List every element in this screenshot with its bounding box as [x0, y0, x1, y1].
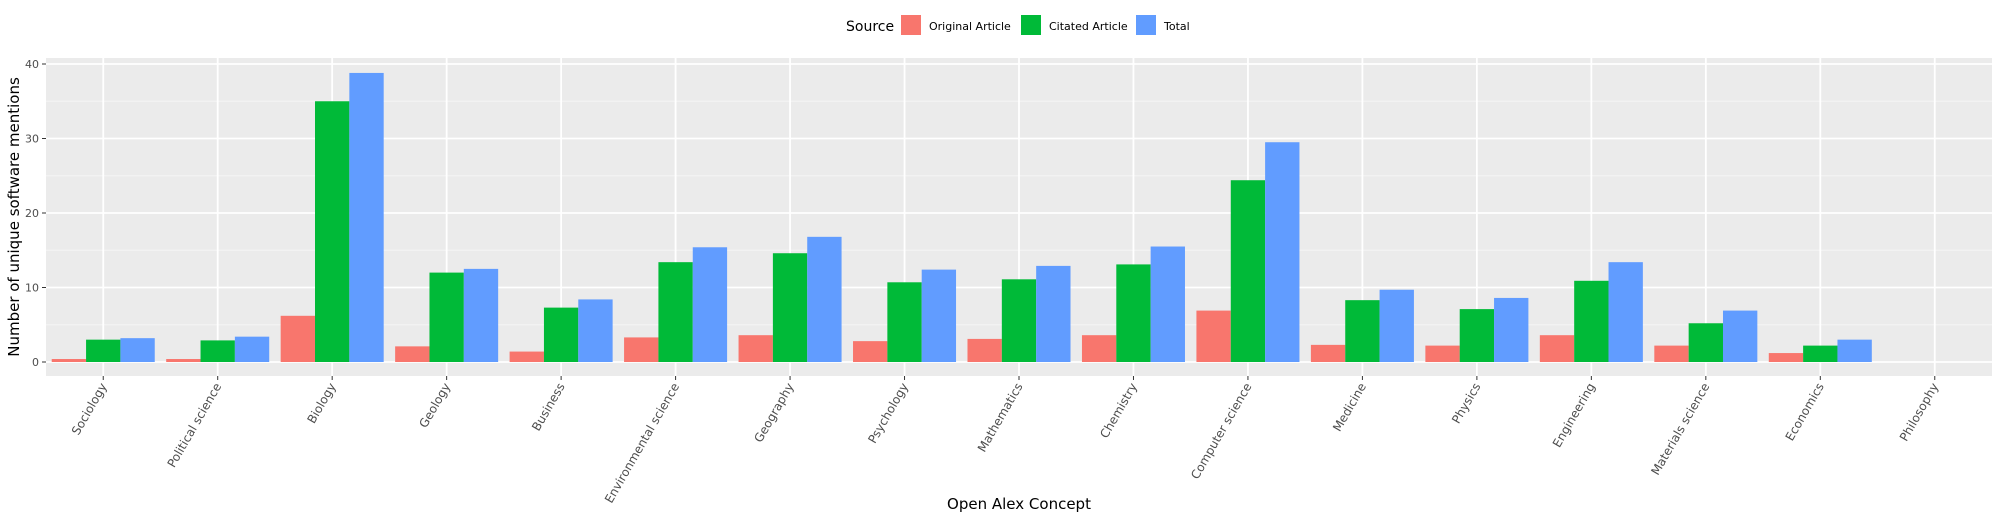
- x-axis: Sociology Political science Biology Geology…: [69, 376, 1941, 506]
- bar: [234, 336, 270, 362]
- bar: [1001, 279, 1037, 362]
- bar: [624, 337, 659, 362]
- legend: Source Original Article Citated Article Tot…: [846, 15, 1190, 35]
- x-tick-label: Geology: [416, 381, 453, 431]
- legend-label: Citated Article: [1049, 20, 1128, 33]
- bar: [1768, 353, 1804, 362]
- bar: [429, 272, 464, 362]
- bar: [1837, 339, 1872, 362]
- y-axis: 0 10 20 30 40: [25, 58, 46, 369]
- x-axis-title: Open Alex Concept: [947, 495, 1091, 513]
- legend-key: [901, 15, 921, 35]
- bar: [1459, 309, 1495, 362]
- bar: [692, 247, 728, 362]
- y-tick-label: 30: [25, 133, 39, 146]
- legend-key: [1136, 15, 1156, 35]
- bar: [1425, 345, 1460, 362]
- bar: [1310, 344, 1346, 362]
- y-tick-label: 10: [25, 282, 39, 295]
- bar: [1722, 310, 1758, 362]
- bars: [51, 72, 1872, 362]
- x-tick-label: Sociology: [69, 381, 110, 438]
- bar: [807, 236, 842, 362]
- bar: [543, 307, 579, 362]
- bar: [578, 299, 613, 362]
- bar: [1116, 264, 1151, 362]
- legend-key: [1021, 15, 1041, 35]
- y-tick-label: 0: [32, 356, 39, 369]
- x-tick-label: Computer science: [1188, 381, 1254, 482]
- bar: [1196, 310, 1231, 362]
- bar: [1574, 280, 1609, 362]
- x-tick-label: Biology: [304, 381, 338, 426]
- bar: [86, 339, 121, 362]
- bar: [509, 351, 544, 362]
- bar: [853, 341, 888, 362]
- legend-label: Original Article: [929, 20, 1011, 33]
- x-tick-label: Physics: [1449, 381, 1483, 426]
- x-tick-label: Medicine: [1330, 381, 1369, 434]
- x-tick-label: Political science: [165, 381, 225, 470]
- y-tick-label: 40: [25, 58, 39, 71]
- x-tick-label: Economics: [1783, 381, 1827, 444]
- bar: [772, 253, 808, 362]
- bar: [1494, 297, 1529, 362]
- bar: [395, 346, 430, 362]
- bar: [1688, 323, 1723, 362]
- bar: [1265, 142, 1300, 362]
- bar: [1150, 246, 1185, 362]
- bar: [887, 282, 922, 362]
- bar: [1654, 345, 1689, 362]
- x-tick-label: Psychology: [865, 381, 911, 446]
- bar: [315, 101, 350, 362]
- y-tick-label: 20: [25, 207, 39, 220]
- bar: [1608, 262, 1643, 362]
- x-tick-label: Geography: [751, 381, 796, 445]
- bar: [1345, 300, 1380, 362]
- bar: [280, 315, 316, 362]
- bar: [120, 338, 155, 362]
- x-tick-label: Environmental science: [602, 381, 682, 506]
- bar: [200, 340, 235, 362]
- bar: [463, 268, 499, 362]
- x-tick-label: Philosophy: [1897, 381, 1942, 444]
- bar: [349, 72, 384, 362]
- bar: [738, 335, 773, 362]
- bar: [51, 359, 87, 362]
- bar: [1803, 345, 1838, 362]
- x-tick-label: Business: [529, 381, 568, 434]
- x-tick-label: Mathematics: [975, 381, 1026, 455]
- legend-title: Source: [846, 19, 894, 35]
- bar: [1539, 335, 1575, 362]
- bar: [1379, 289, 1414, 362]
- bar: [1081, 335, 1117, 362]
- x-tick-label: Materials science: [1648, 381, 1712, 478]
- x-tick-label: Engineering: [1550, 381, 1598, 450]
- y-axis-title: Number of unique software mentions: [5, 77, 23, 357]
- legend-label: Total: [1163, 20, 1190, 33]
- bar: [921, 269, 957, 362]
- bar: [658, 262, 693, 362]
- bar: [166, 359, 201, 362]
- bar: [1230, 180, 1266, 362]
- bar: [1036, 265, 1071, 362]
- bar: [967, 338, 1002, 362]
- x-tick-label: Chemistry: [1097, 381, 1140, 441]
